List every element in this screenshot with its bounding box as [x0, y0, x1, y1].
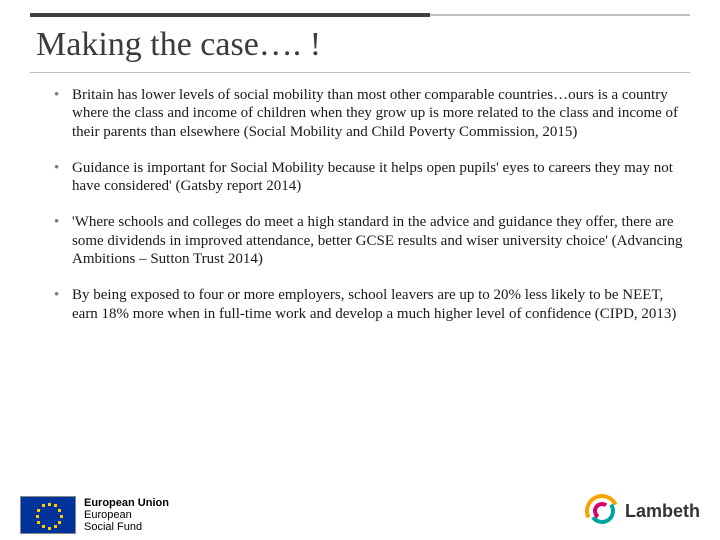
bullet-item: Britain has lower levels of social mobil…: [54, 86, 684, 141]
eu-line3: Social Fund: [84, 521, 169, 533]
eu-flag-icon: [20, 496, 76, 534]
footer: European Union European Social Fund Lamb…: [0, 478, 720, 540]
eu-logo-text: European Union European Social Fund: [84, 497, 169, 533]
bullet-item: 'Where schools and colleges do meet a hi…: [54, 213, 684, 268]
lambeth-logo: Lambeth: [585, 494, 700, 528]
title-underline: [30, 72, 690, 73]
bullet-item: By being exposed to four or more employe…: [54, 286, 684, 323]
lambeth-text: Lambeth: [625, 501, 700, 522]
eu-esf-logo: European Union European Social Fund: [20, 496, 169, 534]
eu-line1: European Union: [84, 497, 169, 509]
body: Britain has lower levels of social mobil…: [54, 86, 684, 341]
bullet-item: Guidance is important for Social Mobilit…: [54, 159, 684, 196]
lambeth-mark-icon: [585, 494, 619, 528]
slide-title: Making the case…. !: [36, 26, 321, 64]
eu-line2: European: [84, 509, 169, 521]
slide: Making the case…. ! Britain has lower le…: [0, 0, 720, 540]
top-rule: [30, 14, 690, 16]
